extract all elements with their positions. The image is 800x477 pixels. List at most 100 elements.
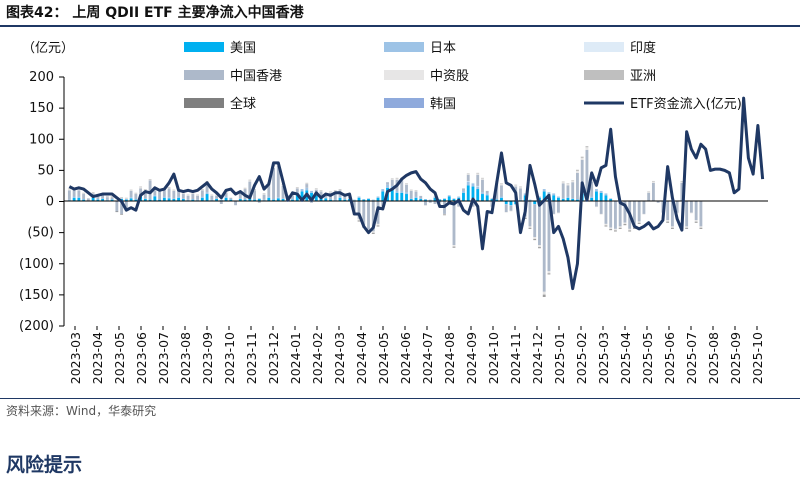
bar-segment — [566, 185, 570, 197]
bar-segment — [167, 188, 171, 198]
bar-segment — [219, 201, 223, 204]
bar-segment — [604, 201, 608, 224]
bar-segment — [395, 178, 399, 180]
bar-segment — [224, 192, 228, 197]
x-tick-label: 2023-04 — [90, 332, 105, 384]
bar-segment — [466, 185, 470, 202]
bar-segment — [528, 227, 532, 229]
bar-segment — [419, 199, 423, 202]
bar-segment — [153, 190, 157, 196]
bar-segment — [357, 197, 361, 202]
bar-segment — [105, 196, 109, 198]
bar-segment — [324, 197, 328, 199]
bar-segment — [599, 192, 603, 202]
x-tick-label: 2024-12 — [530, 332, 545, 384]
bar-segment — [376, 197, 380, 202]
bar-segment — [162, 196, 166, 198]
bar-segment — [243, 199, 247, 200]
bar-segment — [120, 197, 124, 199]
y-tick-label: (50) — [27, 226, 54, 241]
bar-segment — [191, 194, 195, 200]
bar-segment — [561, 181, 565, 183]
bar-segment — [519, 199, 522, 201]
bar-segment — [248, 180, 252, 182]
bar-segment — [134, 194, 138, 200]
bar-segment — [305, 184, 309, 188]
bar-segment — [186, 195, 190, 200]
bar-segment — [333, 190, 337, 191]
bar-segment — [599, 213, 603, 215]
bar-segment — [438, 199, 442, 200]
bar-segment — [694, 222, 698, 223]
bar-segment — [376, 223, 380, 226]
bar-segment — [595, 191, 598, 202]
bar-segment — [262, 193, 266, 195]
bar-segment — [685, 201, 689, 227]
bar-segment — [566, 184, 570, 186]
bar-segment — [338, 197, 342, 202]
bar-segment — [134, 193, 138, 195]
bar-segment — [215, 194, 218, 196]
bar-segment — [533, 236, 537, 239]
bar-segment — [542, 189, 546, 192]
bar-segment — [689, 212, 693, 214]
bar-segment — [466, 174, 470, 175]
bar-segment — [300, 191, 304, 202]
bar-segment — [576, 199, 579, 200]
bar-segment — [200, 190, 204, 197]
bar-segment — [324, 198, 328, 202]
bar-segment — [476, 172, 480, 174]
bar-segment — [139, 187, 143, 189]
bar-segment — [77, 190, 81, 197]
bar-segment — [566, 197, 570, 202]
bar-segment — [357, 218, 361, 221]
bar-segment — [414, 190, 418, 191]
bar-segment — [390, 179, 394, 186]
x-tick-label: 2023-09 — [200, 332, 215, 384]
bar-segment — [276, 198, 280, 202]
x-tick-label: 2025-05 — [640, 332, 655, 384]
bar-segment — [357, 220, 361, 221]
bar-segment — [272, 199, 275, 200]
y-tick-label: (100) — [19, 257, 54, 272]
bar-segment — [162, 190, 166, 197]
bar-segment — [381, 191, 385, 202]
x-tick-label: 2025-04 — [618, 332, 633, 384]
bar-segment — [148, 179, 152, 180]
bar-segment — [476, 186, 480, 190]
bar-segment — [623, 223, 627, 225]
bar-segment — [400, 192, 404, 202]
bar-segment — [500, 185, 503, 197]
bar-segment — [310, 192, 313, 202]
bar-segment — [143, 190, 147, 199]
bar-segment — [571, 182, 575, 199]
bar-segment — [471, 183, 475, 187]
bar-segment — [143, 189, 147, 191]
y-axis-ticks: 200 150 100 50 0 (50) (100) (150) (200) — [19, 70, 64, 334]
bar-segment — [129, 190, 133, 191]
bar-segment — [333, 192, 337, 200]
y-tick-label: (200) — [19, 319, 54, 334]
bar-segment — [685, 227, 689, 229]
bar-segment — [604, 193, 608, 196]
bar-segment — [552, 195, 556, 202]
bar-segment — [595, 206, 598, 208]
bar-segment — [699, 227, 703, 229]
bar-segment — [519, 186, 522, 188]
bar-segment — [196, 194, 200, 196]
bar-segment — [609, 229, 613, 231]
bar-segment — [433, 197, 437, 202]
bar-segment — [77, 196, 81, 198]
bar-segment — [257, 199, 261, 202]
bar-segment — [276, 197, 280, 199]
bar-segment — [466, 174, 470, 181]
bar-segment — [248, 179, 252, 181]
bar-segment — [500, 196, 503, 198]
bar-segment — [186, 199, 190, 201]
bar-segment — [181, 194, 185, 199]
source-rule — [0, 398, 800, 399]
bar-segment — [205, 182, 209, 193]
x-tick-label: 2023-06 — [134, 332, 149, 384]
bar-segment — [124, 201, 128, 211]
